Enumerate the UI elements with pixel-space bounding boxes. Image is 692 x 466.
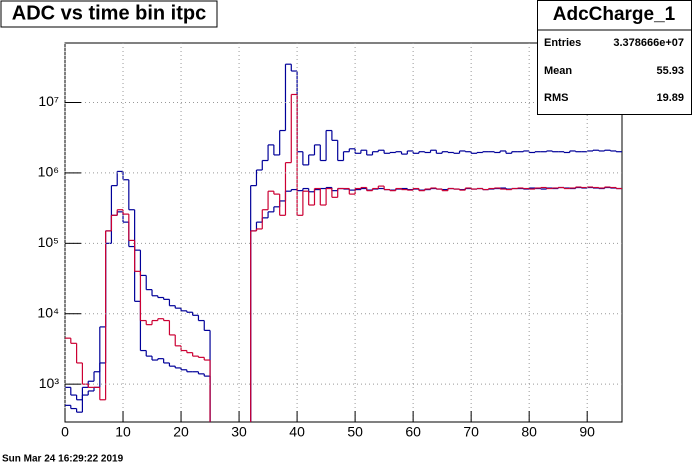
stats-frame <box>537 0 692 115</box>
stats-value: 55.93 <box>656 65 684 77</box>
x-tick-label: 0 <box>61 424 69 440</box>
x-tick-label: 40 <box>289 424 305 440</box>
x-tick-label: 90 <box>579 424 595 440</box>
stats-title: AdcCharge_1 <box>553 4 676 25</box>
stats-label: RMS <box>544 92 568 104</box>
y-tick-label: 10⁷ <box>38 93 59 109</box>
title-box <box>0 0 218 28</box>
stats-label: Mean <box>544 65 572 77</box>
x-tick-label: 30 <box>231 424 247 440</box>
stats-box: AdcCharge_1 Entries 3.378666e+07 Mean 55… <box>537 0 692 115</box>
y-tick-label: 10⁶ <box>38 164 59 180</box>
timestamp: Sun Mar 24 16:29:22 2019 <box>2 454 124 465</box>
plot-area <box>65 63 622 422</box>
histogram-series <box>65 93 622 422</box>
y-tick-label: 10⁴ <box>37 304 59 320</box>
x-tick-label: 60 <box>405 424 421 440</box>
stats-value: 3.378666e+07 <box>613 37 684 49</box>
x-tick-label: 80 <box>521 424 537 440</box>
stats-label: Entries <box>544 37 581 49</box>
chart-title: ADC vs time bin itpc <box>12 2 206 24</box>
x-tick-label: 10 <box>115 424 131 440</box>
y-tick-label: 10³ <box>39 375 60 391</box>
y-tick-label: 10⁵ <box>38 234 59 250</box>
x-tick-label: 50 <box>347 424 363 440</box>
x-tick-label: 70 <box>463 424 479 440</box>
x-tick-label: 20 <box>173 424 189 440</box>
axes: 0 10 20 30 40 50 60 70 80 90 10³ 10⁴ 10⁵ 10⁶ 10⁷ <box>37 43 622 440</box>
stats-value: 19.89 <box>656 92 684 104</box>
